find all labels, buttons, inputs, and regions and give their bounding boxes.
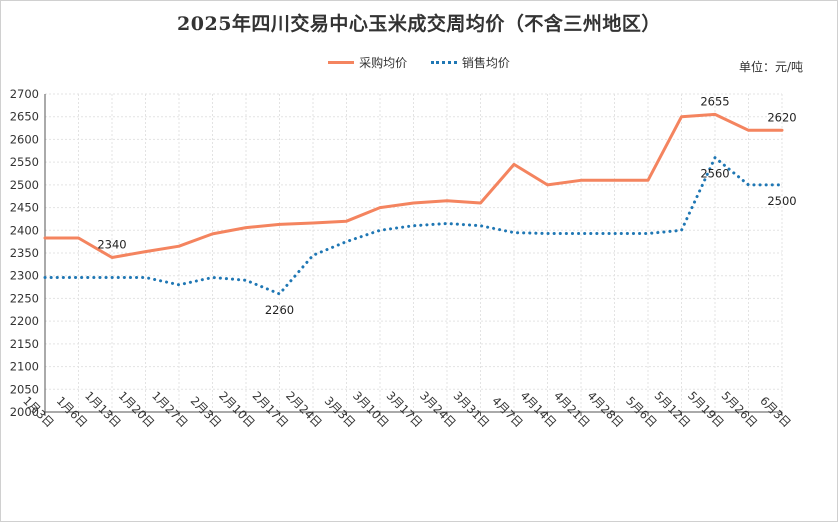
data-point-purchase <box>513 163 516 166</box>
y-tick-label: 2450 <box>10 201 39 215</box>
y-tick-label: 2150 <box>10 337 39 351</box>
y-tick-label: 2250 <box>10 291 39 305</box>
x-tick-label: 5月19日 <box>685 388 727 430</box>
data-point-purchase <box>613 179 616 182</box>
y-tick-label: 2100 <box>10 360 39 374</box>
data-point-purchase <box>245 226 248 229</box>
data-point-purchase <box>345 220 348 223</box>
y-tick-label: 2050 <box>10 382 39 396</box>
data-point-sales <box>747 183 750 186</box>
legend: 采购均价 销售均价 <box>1 53 837 71</box>
y-tick-label: 2550 <box>10 155 39 169</box>
x-tick-label: 3月17日 <box>384 388 426 430</box>
x-tick-label: 3月10日 <box>350 388 392 430</box>
x-tick-label: 2月17日 <box>250 388 292 430</box>
data-point-purchase <box>144 250 147 253</box>
data-label: 2620 <box>767 110 796 124</box>
x-tick-label: 2月10日 <box>216 388 258 430</box>
data-point-sales <box>379 229 382 232</box>
data-point-purchase <box>446 199 449 202</box>
x-tick-label: 1月20日 <box>116 388 158 430</box>
data-point-sales <box>680 229 683 232</box>
data-point-sales <box>446 222 449 225</box>
y-tick-label: 2650 <box>10 110 39 124</box>
data-point-purchase <box>412 202 415 205</box>
data-point-sales <box>312 254 315 257</box>
y-tick-label: 2600 <box>10 132 39 146</box>
data-point-sales <box>580 232 583 235</box>
data-point-sales <box>77 276 80 279</box>
data-point-purchase <box>178 245 181 248</box>
legend-swatch-sales <box>430 61 457 64</box>
x-tick-label: 3月31日 <box>451 388 493 430</box>
legend-item-sales: 销售均价 <box>430 54 510 71</box>
y-tick-label: 2500 <box>10 178 39 192</box>
data-point-purchase <box>379 206 382 209</box>
data-point-purchase <box>44 237 47 240</box>
data-label: 2340 <box>97 238 126 252</box>
legend-item-purchase: 采购均价 <box>328 54 407 71</box>
data-label: 2260 <box>265 303 294 317</box>
data-point-sales <box>546 232 549 235</box>
data-point-sales <box>345 240 348 243</box>
data-label: 2655 <box>700 94 729 108</box>
legend-label-sales: 销售均价 <box>461 56 510 70</box>
series-line-purchase <box>43 112 784 259</box>
data-point-purchase <box>781 129 784 132</box>
data-point-purchase <box>747 129 750 132</box>
x-tick-label: 3月24日 <box>417 388 459 430</box>
data-label: 2500 <box>767 194 796 208</box>
x-tick-label: 4月14日 <box>518 388 560 430</box>
x-tick-label: 5月12日 <box>652 388 694 430</box>
y-tick-label: 2400 <box>10 223 39 237</box>
x-tick-label: 1月27日 <box>149 388 191 430</box>
data-point-sales <box>278 292 281 295</box>
legend-swatch-purchase <box>328 61 355 64</box>
data-label: 2560 <box>700 167 729 181</box>
data-point-sales <box>714 156 717 159</box>
series-line-sales <box>43 156 784 296</box>
data-point-sales <box>781 183 784 186</box>
x-tick-label: 1月13日 <box>82 388 124 430</box>
x-tick-label: 5月26日 <box>719 388 761 430</box>
x-tick-label: 2月24日 <box>283 388 325 430</box>
y-tick-label: 2200 <box>10 314 39 328</box>
data-point-sales <box>613 232 616 235</box>
data-point-purchase <box>211 232 214 235</box>
y-tick-label: 2000 <box>10 405 39 419</box>
data-point-purchase <box>714 113 717 116</box>
x-tick-label: 4月28日 <box>585 388 627 430</box>
data-point-sales <box>245 279 248 282</box>
data-point-purchase <box>278 223 281 226</box>
y-tick-label: 2300 <box>10 269 39 283</box>
data-point-purchase <box>312 222 315 225</box>
data-point-sales <box>513 231 516 234</box>
chart-title: 2025年四川交易中心玉米成交周均价（不含三州地区） <box>177 13 661 35</box>
data-point-purchase <box>647 179 650 182</box>
data-point-sales <box>412 224 415 227</box>
legend-label-purchase: 采购均价 <box>359 56 408 70</box>
data-point-sales <box>178 283 181 286</box>
data-point-sales <box>211 276 214 279</box>
data-point-sales <box>44 276 47 279</box>
unit-label: 单位：元/吨 <box>738 60 803 74</box>
data-point-sales <box>479 224 482 227</box>
x-tick-label: 4月21日 <box>551 388 593 430</box>
data-point-purchase <box>111 256 114 259</box>
data-point-purchase <box>680 115 683 118</box>
data-point-purchase <box>580 179 583 182</box>
data-point-purchase <box>546 183 549 186</box>
data-point-sales <box>647 232 650 235</box>
data-point-purchase <box>77 237 80 240</box>
data-point-purchase <box>479 202 482 205</box>
y-tick-label: 2700 <box>10 87 39 101</box>
y-tick-label: 2350 <box>10 246 39 260</box>
data-point-sales <box>144 276 147 279</box>
data-point-sales <box>111 276 114 279</box>
